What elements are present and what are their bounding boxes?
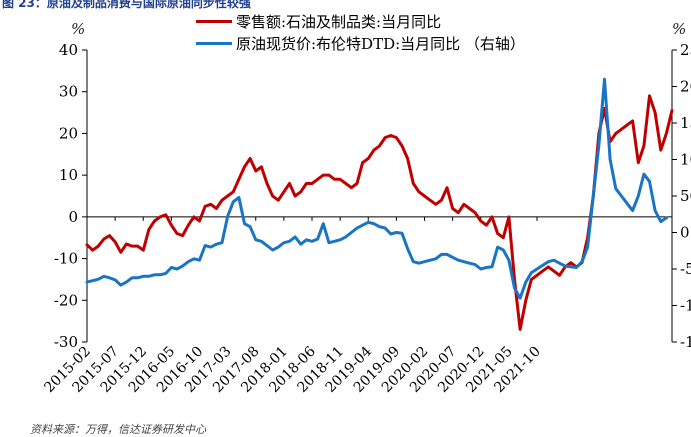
legend-item-brent: 原油现货价:布伦特DTD:当月同比 （右轴）	[196, 32, 525, 54]
right-axis-tick-label: 100	[680, 151, 691, 169]
source-note: 资料来源：万得，信达证券研发中心	[30, 423, 206, 436]
right-axis-tick-label: 250	[680, 41, 691, 59]
right-axis-tick-label: 0	[680, 224, 690, 242]
right-axis-unit: %	[672, 20, 687, 38]
left-axis-tick-label: -30	[54, 333, 78, 351]
left-axis-tick-label: 0	[68, 208, 78, 226]
left-axis-tick-label: 10	[59, 166, 78, 184]
legend-label-brent: 原油现货价:布伦特DTD:当月同比 （右轴）	[236, 34, 525, 53]
series-line-retail	[85, 94, 674, 331]
legend-item-retail: 零售额:石油及制品类:当月同比	[196, 10, 525, 32]
left-axis-tick-label: -10	[54, 250, 78, 268]
left-axis-unit: %	[71, 20, 86, 38]
right-axis-tick-label: 150	[680, 114, 691, 132]
right-axis-tick-label: -150	[680, 333, 691, 351]
right-axis-tick-label: -100	[680, 297, 691, 315]
right-axis-tick-label: -50	[680, 260, 691, 278]
legend-swatch-retail	[196, 19, 232, 23]
legend-label-retail: 零售额:石油及制品类:当月同比	[236, 12, 442, 31]
series-line-brent	[85, 77, 668, 300]
chart-title: 图 23：原油及制品消费与国际原油同步性较强	[2, 0, 251, 10]
right-axis-tick-label: 200	[680, 78, 691, 96]
left-axis-tick-label: -20	[54, 291, 78, 309]
right-axis-tick-label: 50	[680, 187, 691, 205]
left-axis-tick-label: 30	[59, 83, 78, 101]
left-axis-tick-label: 20	[59, 124, 78, 142]
legend: 零售额:石油及制品类:当月同比 原油现货价:布伦特DTD:当月同比 （右轴）	[196, 10, 525, 54]
left-axis-tick-label: 40	[59, 41, 78, 59]
legend-swatch-brent	[196, 41, 232, 45]
